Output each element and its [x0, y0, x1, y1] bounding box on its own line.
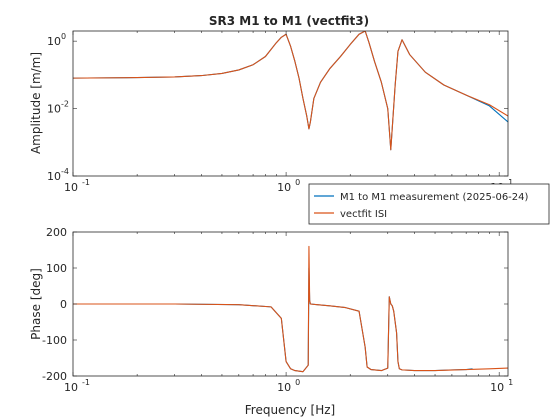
legend-label-measurement: M1 to M1 measurement (2025-06-24) — [340, 192, 529, 203]
phase-x-tick-exponent: 1 — [508, 378, 513, 387]
amplitude-y-tick-exponent: -2 — [61, 100, 69, 109]
amplitude-y-tick-label: 10 — [47, 103, 61, 116]
amplitude-y-tick-exponent: 0 — [61, 32, 66, 41]
phase-x-tick-exponent: 0 — [295, 378, 300, 387]
amplitude-x-tick-exponent: 1 — [508, 178, 513, 187]
phase-x-axis-label: Frequency [Hz] — [245, 403, 336, 417]
amplitude-series-fit-line — [73, 31, 508, 151]
phase-y-tick-label: -100 — [42, 334, 67, 347]
amplitude-plot-area — [73, 31, 508, 151]
amplitude-axes-box — [72, 30, 509, 177]
amplitude-x-tick-exponent: 0 — [295, 178, 300, 187]
phase-plot-area — [73, 245, 508, 373]
amplitude-y-tick-label: 10 — [47, 170, 61, 183]
figure-title: SR3 M1 to M1 (vectfit3) — [209, 14, 369, 28]
amplitude-x-tick-label: 10 — [277, 181, 291, 194]
phase-x-tick-exponent: -1 — [82, 378, 90, 387]
amplitude-x-tick-exponent: -1 — [82, 178, 90, 187]
legend: M1 to M1 measurement (2025-06-24) vectfi… — [308, 183, 550, 225]
phase-series-fit-line — [73, 245, 508, 373]
phase-y-ticks: -200 -100 0 100 200 — [42, 226, 508, 383]
phase-y-tick-label: 100 — [46, 262, 67, 275]
phase-y-axis-label: Phase [deg] — [29, 268, 43, 340]
legend-label-fit: vectfit ISI — [340, 209, 387, 220]
amplitude-y-tick-exponent: -4 — [61, 167, 69, 176]
phase-y-tick-label: 200 — [46, 226, 67, 239]
phase-x-tick-label: 10 — [64, 381, 78, 394]
phase-x-tick-label: 10 — [490, 381, 504, 394]
amplitude-y-tick-label: 10 — [47, 35, 61, 48]
amplitude-y-axis-label: Amplitude [m/m] — [29, 52, 43, 154]
phase-x-tick-label: 10 — [277, 381, 291, 394]
phase-y-tick-label: 0 — [60, 298, 67, 311]
legend-box — [308, 183, 550, 225]
phase-x-ticks: 10 -1 10 0 10 1 — [64, 232, 513, 394]
amplitude-x-tick-label: 10 — [64, 181, 78, 194]
phase-y-tick-label: -200 — [42, 370, 67, 383]
